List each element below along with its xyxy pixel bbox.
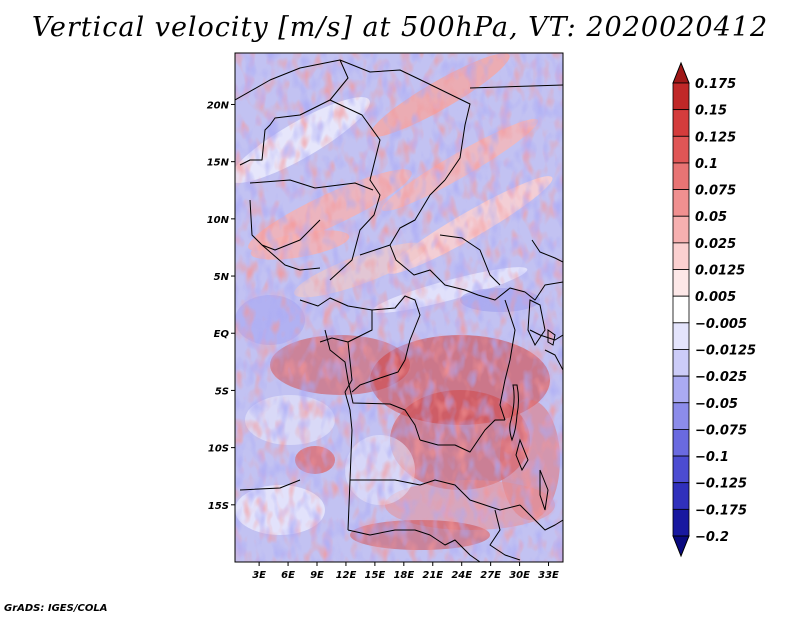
colorbar-swatch bbox=[672, 508, 690, 537]
colorbar-swatch bbox=[672, 269, 690, 297]
colorbar-swatch bbox=[672, 402, 690, 430]
vertical-velocity-field bbox=[235, 53, 563, 562]
colorbar-label: −0.05 bbox=[695, 397, 738, 412]
lon-tick-label: 9E bbox=[310, 570, 324, 581]
lon-tick-label: 33E bbox=[538, 570, 559, 581]
lon-tick-label: 30E bbox=[509, 570, 530, 581]
field-texture bbox=[235, 53, 563, 562]
colorbar-label: −0.2 bbox=[695, 530, 729, 545]
lat-tick-label: 10N bbox=[207, 215, 230, 226]
colorbar-swatch bbox=[672, 82, 690, 111]
colorbar-swatch bbox=[672, 482, 690, 510]
colorbar-label: −0.025 bbox=[695, 370, 747, 385]
lon-tick-label: 21E bbox=[422, 570, 443, 581]
colorbar-label: −0.0125 bbox=[695, 343, 756, 358]
lon-tick-label: 6E bbox=[281, 570, 295, 581]
colorbar-swatch bbox=[672, 375, 690, 404]
colorbar-swatch bbox=[672, 189, 690, 217]
colorbar: 0.175 0.15 0.125 0.1 0.075 0.05 0.025 0.0125 0.0… bbox=[672, 61, 756, 558]
colorbar-label: 0.125 bbox=[695, 130, 736, 145]
colorbar-label: −0.1 bbox=[695, 450, 729, 465]
latitude-axis: 20N 15N 10N 5N EQ 5S 10S 15S bbox=[207, 100, 235, 512]
colorbar-label: −0.075 bbox=[695, 423, 747, 438]
lat-tick-label: 15S bbox=[208, 501, 229, 512]
colorbar-max-arrow bbox=[672, 61, 690, 84]
lat-tick-label: 5N bbox=[214, 272, 230, 283]
colorbar-label: 0.175 bbox=[695, 77, 736, 92]
colorbar-label: 0.05 bbox=[695, 210, 727, 225]
colorbar-label: 0.15 bbox=[695, 104, 727, 119]
lon-tick-label: 27E bbox=[480, 570, 501, 581]
colorbar-swatch bbox=[672, 349, 690, 377]
colorbar-swatch bbox=[672, 455, 690, 484]
colorbar-label: −0.175 bbox=[695, 503, 747, 518]
map-title: Vertical velocity [m/s] at 500hPa, VT: 2… bbox=[31, 12, 769, 43]
country-borders bbox=[235, 59, 563, 562]
lakes bbox=[509, 299, 556, 511]
longitude-axis: 3E 6E 9E 12E 15E 18E 21E 24E 27E 30E 33E bbox=[252, 562, 559, 581]
colorbar-label: 0.075 bbox=[695, 184, 736, 199]
map-frame bbox=[234, 52, 564, 563]
lat-tick-label: 15N bbox=[207, 158, 230, 169]
colorbar-label: 0.025 bbox=[695, 237, 736, 252]
colorbar-swatch bbox=[672, 215, 690, 244]
colorbar-label: 0.005 bbox=[695, 290, 736, 305]
colorbar-swatch bbox=[672, 162, 690, 190]
colorbar-label: −0.125 bbox=[695, 477, 747, 492]
lon-tick-label: 15E bbox=[365, 570, 386, 581]
colorbar-label: 0.0125 bbox=[695, 264, 745, 279]
colorbar-swatch bbox=[672, 109, 690, 137]
colorbar-swatch bbox=[672, 242, 690, 270]
lat-tick-label: EQ bbox=[214, 329, 230, 340]
colorbar-swatch bbox=[672, 429, 690, 457]
colorbar-swatch bbox=[672, 295, 690, 324]
lon-tick-label: 12E bbox=[336, 570, 357, 581]
lat-tick-label: 10S bbox=[208, 444, 229, 455]
colorbar-swatch bbox=[672, 322, 690, 350]
colorbar-swatch bbox=[672, 135, 690, 164]
colorbar-min-arrow bbox=[672, 535, 690, 558]
lon-tick-label: 24E bbox=[451, 570, 472, 581]
lon-tick-label: 3E bbox=[252, 570, 266, 581]
lat-tick-label: 5S bbox=[215, 386, 229, 397]
colorbar-label: 0.1 bbox=[695, 157, 718, 172]
credits-label: GrADS: IGES/COLA bbox=[4, 603, 108, 614]
colorbar-label: −0.005 bbox=[695, 317, 747, 332]
lon-tick-label: 18E bbox=[393, 570, 414, 581]
lat-tick-label: 20N bbox=[207, 100, 230, 111]
